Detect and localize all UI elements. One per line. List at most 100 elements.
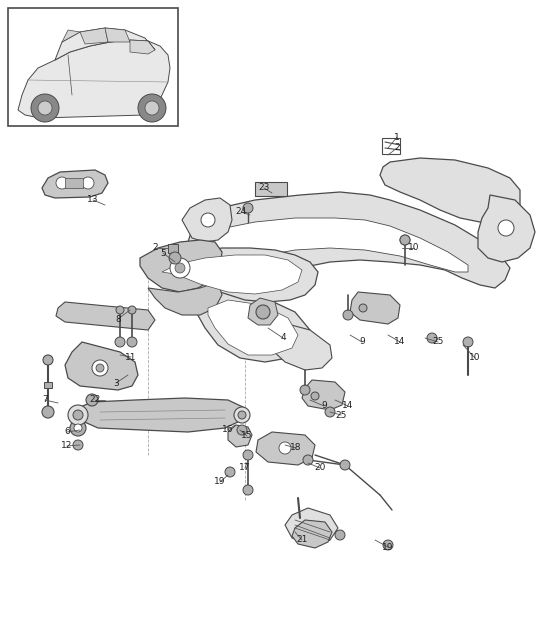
Text: 10: 10 (469, 354, 481, 362)
Text: 14: 14 (342, 401, 354, 411)
Circle shape (243, 485, 253, 495)
Polygon shape (302, 380, 345, 410)
Circle shape (243, 203, 253, 213)
Text: 23: 23 (258, 183, 270, 193)
Circle shape (400, 235, 410, 245)
Bar (44, 382, 52, 388)
Circle shape (325, 407, 335, 417)
Polygon shape (80, 28, 108, 44)
Text: 17: 17 (239, 463, 251, 472)
Circle shape (400, 235, 410, 245)
Text: 4: 4 (280, 333, 286, 342)
Polygon shape (55, 28, 155, 60)
Circle shape (73, 410, 83, 420)
Text: 15: 15 (241, 431, 253, 440)
Text: 12: 12 (61, 441, 72, 450)
Text: 19: 19 (214, 477, 226, 487)
Circle shape (256, 305, 270, 319)
Circle shape (128, 306, 136, 314)
Text: 13: 13 (87, 195, 99, 205)
Polygon shape (78, 398, 245, 432)
Polygon shape (478, 195, 535, 262)
Text: 9: 9 (321, 401, 327, 411)
Circle shape (43, 355, 53, 365)
Polygon shape (65, 342, 138, 390)
Circle shape (238, 411, 246, 419)
Polygon shape (292, 520, 332, 548)
Circle shape (169, 252, 181, 264)
Circle shape (42, 406, 54, 418)
Polygon shape (285, 508, 338, 545)
Circle shape (73, 440, 83, 450)
Polygon shape (182, 198, 232, 242)
Text: 14: 14 (395, 337, 405, 347)
Polygon shape (42, 170, 108, 198)
Polygon shape (195, 290, 310, 362)
Circle shape (138, 94, 166, 122)
Circle shape (31, 94, 59, 122)
Polygon shape (265, 322, 332, 370)
Text: 7: 7 (42, 396, 48, 404)
Polygon shape (130, 40, 155, 54)
Text: 21: 21 (296, 536, 308, 544)
Circle shape (335, 530, 345, 540)
Circle shape (96, 364, 104, 372)
Circle shape (86, 394, 98, 406)
Circle shape (82, 177, 94, 189)
Polygon shape (256, 432, 315, 465)
Circle shape (237, 425, 247, 435)
Text: 5: 5 (160, 249, 166, 257)
Polygon shape (380, 158, 520, 222)
Circle shape (68, 405, 88, 425)
Circle shape (74, 424, 82, 432)
Circle shape (463, 337, 473, 347)
Text: 6: 6 (64, 428, 70, 436)
Text: 2: 2 (394, 144, 400, 153)
Polygon shape (162, 255, 302, 294)
Circle shape (127, 337, 137, 347)
Bar (382, 138, 400, 154)
Circle shape (311, 392, 319, 400)
Text: 9: 9 (359, 337, 365, 347)
Circle shape (279, 442, 291, 454)
Text: 18: 18 (290, 443, 302, 453)
Text: 25: 25 (335, 411, 347, 420)
Circle shape (303, 455, 313, 465)
Polygon shape (62, 30, 80, 42)
Polygon shape (350, 292, 400, 324)
Text: 25: 25 (432, 337, 444, 347)
Polygon shape (228, 425, 252, 447)
Circle shape (383, 540, 393, 550)
Circle shape (343, 310, 353, 320)
Circle shape (300, 385, 310, 395)
Circle shape (145, 101, 159, 115)
Polygon shape (208, 300, 298, 355)
Text: 22: 22 (89, 396, 101, 404)
Bar (65, 178, 83, 188)
Circle shape (56, 177, 68, 189)
Polygon shape (148, 282, 222, 315)
Text: 11: 11 (125, 352, 137, 362)
Bar (168, 244, 178, 253)
Circle shape (175, 263, 185, 273)
Text: 1: 1 (394, 133, 400, 141)
Circle shape (340, 460, 350, 470)
Circle shape (234, 407, 250, 423)
Text: 2: 2 (152, 244, 158, 252)
Text: 20: 20 (314, 463, 326, 472)
Circle shape (359, 304, 367, 312)
Text: 8: 8 (115, 315, 121, 323)
Circle shape (116, 306, 124, 314)
Circle shape (427, 333, 437, 343)
Circle shape (92, 360, 108, 376)
Circle shape (70, 420, 86, 436)
Circle shape (170, 258, 190, 278)
Text: 10: 10 (408, 244, 420, 252)
Polygon shape (185, 192, 510, 288)
Polygon shape (248, 298, 278, 325)
Circle shape (115, 337, 125, 347)
Text: 16: 16 (222, 426, 234, 435)
Polygon shape (148, 248, 318, 302)
Polygon shape (200, 218, 468, 272)
Polygon shape (56, 302, 155, 330)
